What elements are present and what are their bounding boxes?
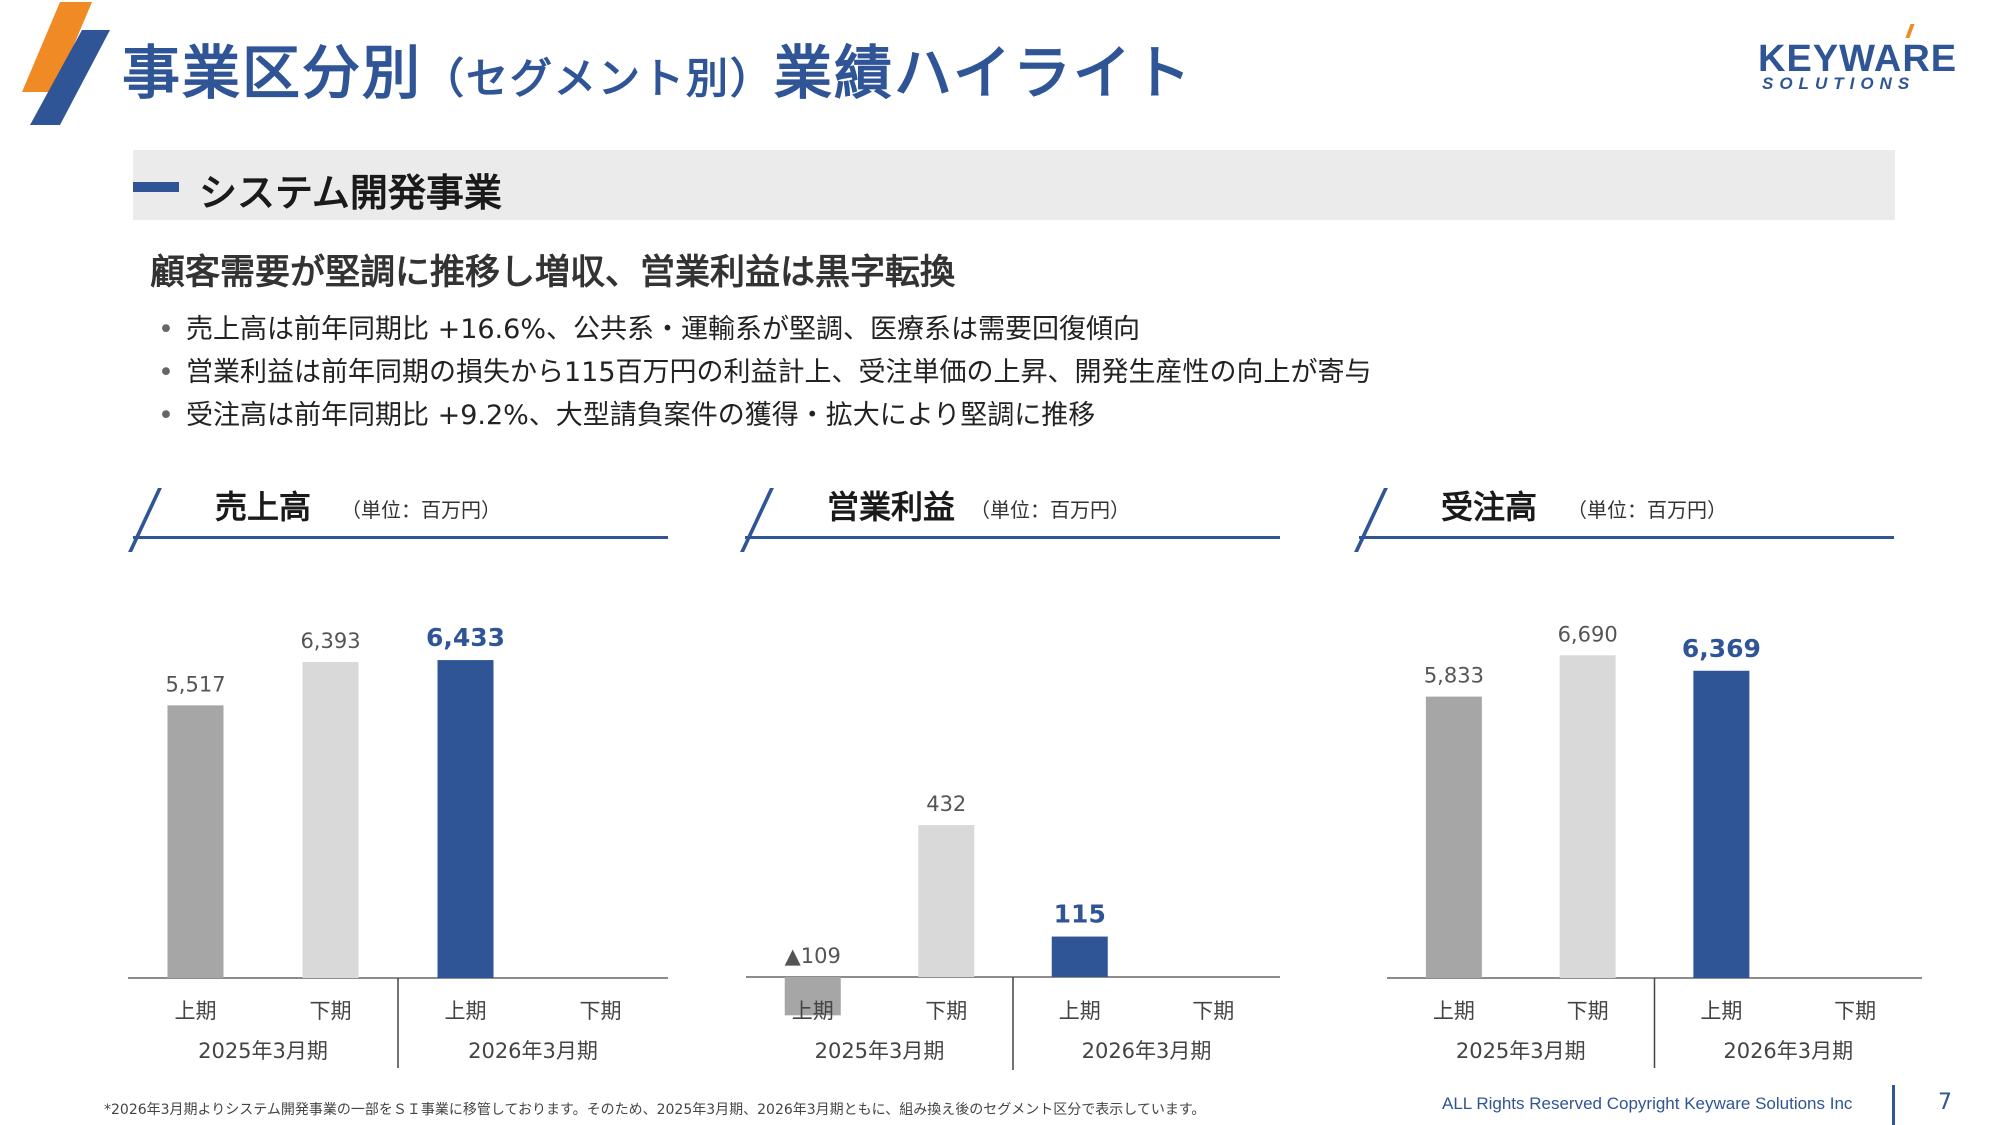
chart-header-orders: 受注高 （単位：百万円） — [1354, 470, 1894, 560]
chart-header-sales: 売上高 （単位：百万円） — [128, 470, 668, 560]
chart-title-orders: 受注高 — [1441, 488, 1538, 526]
bar-3 — [1051, 936, 1108, 977]
section-header: システム開発事業 — [133, 150, 1895, 220]
chart-unit-operating-profit: （単位：百万円） — [970, 498, 1130, 522]
brand-slash-logo — [22, 2, 110, 125]
logo-blue-stripe — [30, 30, 110, 125]
data-label-1: 5,833 — [1424, 664, 1484, 688]
category-label-4: 下期 — [1834, 999, 1876, 1023]
group-label-1: 2025年3月期 — [1456, 1039, 1586, 1063]
page-number: 7 — [1938, 1090, 1952, 1115]
chart-unit-orders: （単位：百万円） — [1567, 498, 1727, 522]
page-title-main: 事業区分別 — [122, 39, 423, 107]
category-label-1: 上期 — [175, 999, 217, 1023]
category-label-3: 上期 — [445, 999, 487, 1023]
footnote: *2026年3月期よりシステム開発事業の一部をＳＩ事業に移管しております。そのた… — [104, 1102, 1206, 1118]
category-label-4: 下期 — [1192, 999, 1234, 1023]
data-label-2: 432 — [926, 792, 966, 816]
bullet-item: • 売上高は前年同期比 +16.6%、公共系・運輸系が堅調、医療系は需要回復傾向 — [158, 308, 1372, 351]
bullet-list: • 売上高は前年同期比 +16.6%、公共系・運輸系が堅調、医療系は需要回復傾向 … — [158, 308, 1372, 437]
data-label-3: 6,369 — [1682, 634, 1761, 663]
bar-3 — [437, 660, 494, 978]
page-title-sub: （セグメント別） — [422, 54, 775, 103]
category-label-2: 下期 — [310, 999, 352, 1023]
bullet-item: • 受注高は前年同期比 +9.2%、大型請負案件の獲得・拡大により堅調に推移 — [158, 394, 1372, 437]
bullet-text: 売上高は前年同期比 +16.6%、公共系・運輸系が堅調、医療系は需要回復傾向 — [186, 314, 1140, 345]
bullet-text: 営業利益は前年同期の損失から115百万円の利益計上、受注単価の上昇、開発生産性の… — [186, 357, 1372, 388]
copyright: ALL Rights Reserved Copyright Keyware So… — [1442, 1094, 1853, 1113]
group-label-2: 2026年3月期 — [468, 1039, 598, 1063]
data-label-2: 6,393 — [300, 629, 360, 653]
category-label-2: 下期 — [1567, 999, 1609, 1023]
footer-divider — [1892, 1085, 1895, 1125]
bar-3 — [1693, 670, 1750, 978]
company-logo-sub: SOLUTIONS — [1762, 74, 1916, 93]
chart-unit-sales: （単位：百万円） — [341, 498, 501, 522]
logo-orange-stripe — [22, 2, 92, 92]
chart-header-rule — [133, 536, 668, 539]
bar-1 — [784, 977, 841, 1016]
chart-header-rule — [1359, 536, 1894, 539]
headline: 顧客需要が堅調に推移し増収、営業利益は黒字転換 — [150, 253, 956, 293]
bar-2 — [1559, 655, 1616, 978]
page-title-end: 業績ハイライト — [774, 39, 1193, 107]
section-dash-icon — [133, 182, 179, 192]
data-label-1: 5,517 — [165, 672, 225, 696]
chart-title-sales: 売上高 — [215, 488, 312, 526]
data-label-2: 6,690 — [1558, 622, 1618, 646]
category-label-3: 上期 — [1700, 999, 1742, 1023]
bullet-dot-icon: • — [158, 400, 174, 431]
data-label-3: 115 — [1054, 900, 1106, 929]
section-title: システム開発事業 — [199, 171, 502, 215]
chart-header-rule — [745, 536, 1280, 539]
data-label-3: 6,433 — [426, 623, 505, 652]
group-label-1: 2025年3月期 — [198, 1039, 328, 1063]
category-label-1: 上期 — [792, 999, 834, 1023]
bar-1 — [167, 705, 224, 978]
bar-2 — [302, 662, 359, 978]
category-label-4: 下期 — [580, 999, 622, 1023]
company-logo-main: KEYWARE — [1758, 38, 1958, 80]
chart-header-operating-profit: 営業利益 （単位：百万円） — [740, 470, 1280, 560]
category-label-1: 上期 — [1433, 999, 1475, 1023]
bullet-dot-icon: • — [158, 314, 174, 345]
group-label-2: 2026年3月期 — [1082, 1039, 1212, 1063]
group-label-1: 2025年3月期 — [815, 1039, 945, 1063]
bullet-dot-icon: • — [158, 357, 174, 388]
category-label-3: 上期 — [1059, 999, 1101, 1023]
bar-2 — [918, 825, 975, 977]
bar-1 — [1425, 696, 1482, 978]
page-title: 事業区分別（セグメント別）業績ハイライト — [122, 26, 1193, 110]
group-label-2: 2026年3月期 — [1723, 1039, 1853, 1063]
bullet-item: • 営業利益は前年同期の損失から115百万円の利益計上、受注単価の上昇、開発生産性… — [158, 351, 1372, 394]
company-logo: KEYWARE SOLUTIONS — [1758, 24, 1968, 98]
category-label-2: 下期 — [925, 999, 967, 1023]
bullet-text: 受注高は前年同期比 +9.2%、大型請負案件の獲得・拡大により堅調に推移 — [186, 400, 1096, 431]
chart-title-operating-profit: 営業利益 — [827, 488, 956, 526]
data-label-1: ▲109 — [785, 944, 841, 968]
